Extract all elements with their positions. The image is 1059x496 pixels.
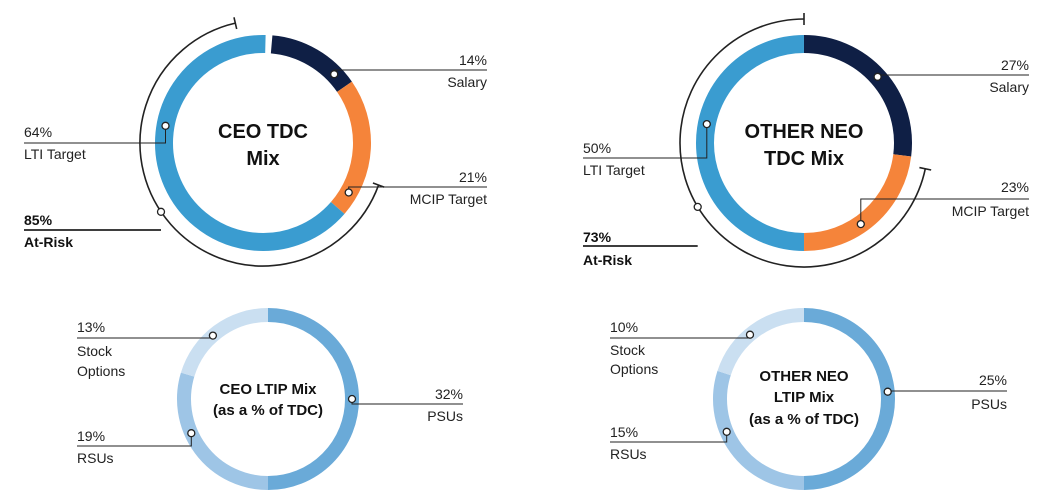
at-risk-label: At-Risk <box>24 234 73 250</box>
data-label-value: 19% <box>77 428 105 444</box>
leader-line <box>24 125 166 144</box>
chart-title-line: CEO TDC <box>218 121 308 143</box>
donut-segment-psus <box>803 308 895 490</box>
data-label-value: 13% <box>77 319 105 335</box>
data-label-value: 21% <box>459 169 487 185</box>
leader-dot <box>347 394 357 404</box>
donut-chart-1: CEO TDC Mix 14% Salary 21% MCIP Target 64% LTI … <box>24 17 487 267</box>
donut-chart-3: CEO LTIP Mix (as a % of TDC) 32% PSUs 19% RSU… <box>77 308 463 490</box>
leader-line <box>887 390 1007 392</box>
leader-line <box>610 334 751 339</box>
leader-dot <box>330 70 339 79</box>
at-risk-arc <box>139 22 380 267</box>
leader-dot <box>344 188 353 197</box>
leader-dot <box>722 427 731 436</box>
chart-title-line: CEO LTIP Mix <box>220 381 318 398</box>
at-risk-arc <box>679 18 927 268</box>
data-label-name: Salary <box>989 79 1029 95</box>
data-label-name: RSUs <box>77 450 114 466</box>
data-label-value: 64% <box>24 124 52 140</box>
data-label-name: LTI Target <box>24 146 86 162</box>
donut-segment-salary <box>270 35 352 93</box>
data-label-name: Options <box>77 363 125 379</box>
data-label-name: MCIP Target <box>410 191 487 207</box>
donut-segment-rsus <box>177 372 269 490</box>
donut-segment-lti-target <box>155 35 345 251</box>
donut-segment-stock-options <box>180 308 269 377</box>
leader-dot <box>883 387 892 396</box>
at-risk-arc-cap <box>233 17 238 30</box>
donut-segment-stock-options <box>717 308 805 376</box>
data-label-name: Salary <box>447 74 487 90</box>
leader-line <box>860 198 1029 225</box>
data-label-value: 15% <box>610 424 638 440</box>
data-label-name: MCIP Target <box>952 203 1029 219</box>
at-risk-value: 73% <box>583 229 612 245</box>
chart-title-line: Mix <box>246 148 279 170</box>
data-label-name: RSUs <box>610 446 647 462</box>
at-risk-dot <box>156 207 166 216</box>
at-risk-dot <box>693 202 702 212</box>
chart-title-line: (as a % of TDC) <box>749 411 859 428</box>
donut-chart-2: OTHER NEO TDC Mix 27% Salary 23% MCIP Target 5… <box>583 13 1029 268</box>
data-label-name: PSUs <box>427 408 463 424</box>
at-risk-value: 85% <box>24 212 53 228</box>
data-label-value: 25% <box>979 372 1007 388</box>
leader-line <box>877 74 1029 77</box>
at-risk-label: At-Risk <box>583 252 632 268</box>
data-label-name: PSUs <box>971 396 1007 412</box>
chart-title-line: LTIP Mix <box>774 389 835 406</box>
data-label-value: 23% <box>1001 179 1029 195</box>
donut-segment-mcip-target <box>803 154 912 251</box>
at-risk-arc-cap <box>372 182 385 188</box>
leader-line <box>583 124 708 159</box>
leader-dot <box>187 429 196 438</box>
data-label-name: Options <box>610 361 658 377</box>
leader-dot <box>856 219 865 229</box>
at-risk-arc-cap <box>919 166 932 171</box>
data-label-value: 27% <box>1001 57 1029 73</box>
data-label-name: LTI Target <box>583 162 645 178</box>
leader-dot <box>745 330 755 339</box>
data-label-value: 14% <box>459 52 487 68</box>
donut-chart-4: OTHER NEO LTIP Mix (as a % of TDC) 25% PSUs 1… <box>610 308 1007 490</box>
data-label-name: Stock <box>610 342 646 358</box>
chart-title-line: (as a % of TDC) <box>213 402 323 419</box>
donut-segment-psus <box>267 308 359 490</box>
leader-dot <box>208 331 218 340</box>
leader-line <box>77 335 214 339</box>
leader-dot <box>702 119 711 129</box>
leader-line <box>77 433 192 447</box>
data-label-value: 10% <box>610 319 638 335</box>
chart-title-line: OTHER NEO <box>745 121 864 143</box>
donut-segment-lti-target <box>695 35 805 251</box>
chart-title-line: OTHER NEO <box>759 368 849 385</box>
data-label-value: 32% <box>435 386 463 402</box>
chart-title-line: TDC Mix <box>764 148 844 170</box>
data-label-value: 50% <box>583 140 611 156</box>
leader-dot <box>873 72 882 81</box>
data-label-name: Stock <box>77 343 113 359</box>
leader-dot <box>161 121 170 130</box>
donut-segment-rsus <box>713 370 805 490</box>
